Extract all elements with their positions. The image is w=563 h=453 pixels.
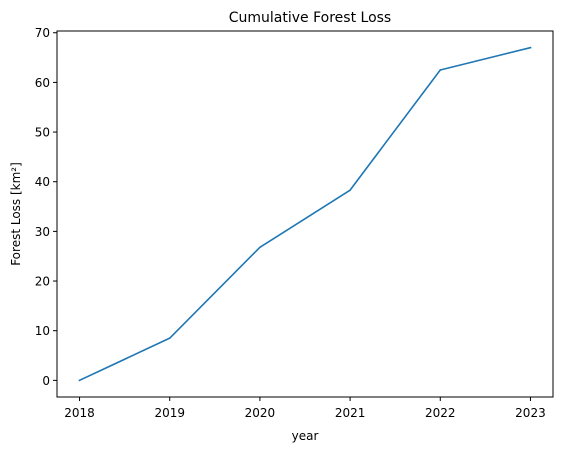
y-tick-label: 60	[35, 76, 50, 90]
data-point	[168, 337, 171, 339]
x-tick-label: 2021	[335, 406, 366, 420]
plot-area: 0 10 20 30 40 50 60 70 2018 2019 2020 2021 2022 2023	[35, 26, 554, 420]
data-point	[78, 379, 81, 382]
data-point	[259, 246, 261, 249]
y-tick-label: 0	[42, 374, 50, 388]
x-axis-label: year	[292, 429, 319, 443]
chart-title: Cumulative Forest Loss	[229, 10, 391, 26]
data-point	[349, 189, 351, 191]
y-tick-label: 70	[35, 26, 50, 40]
data-point	[529, 46, 532, 49]
series-group	[78, 46, 532, 382]
y-tick-label: 20	[35, 275, 50, 289]
y-axis-label: Forest Loss [km²]	[9, 162, 23, 266]
x-tick-label: 2023	[515, 406, 546, 420]
plot-frame	[56, 30, 554, 398]
x-tick-label: 2019	[154, 406, 185, 420]
data-point	[439, 69, 442, 71]
y-tick-label: 30	[35, 225, 50, 239]
y-tick-label: 10	[35, 324, 50, 338]
x-tick-label: 2018	[64, 406, 95, 420]
y-tick-label: 50	[35, 126, 50, 140]
x-tick-label: 2020	[245, 406, 276, 420]
y-tick-label: 40	[35, 175, 50, 189]
y-axis-ticks: 0 10 20 30 40 50 60 70	[35, 26, 57, 388]
series-line	[78, 46, 532, 382]
x-tick-label: 2022	[425, 406, 456, 420]
x-axis-ticks: 2018 2019 2020 2021 2022 2023	[64, 397, 546, 420]
